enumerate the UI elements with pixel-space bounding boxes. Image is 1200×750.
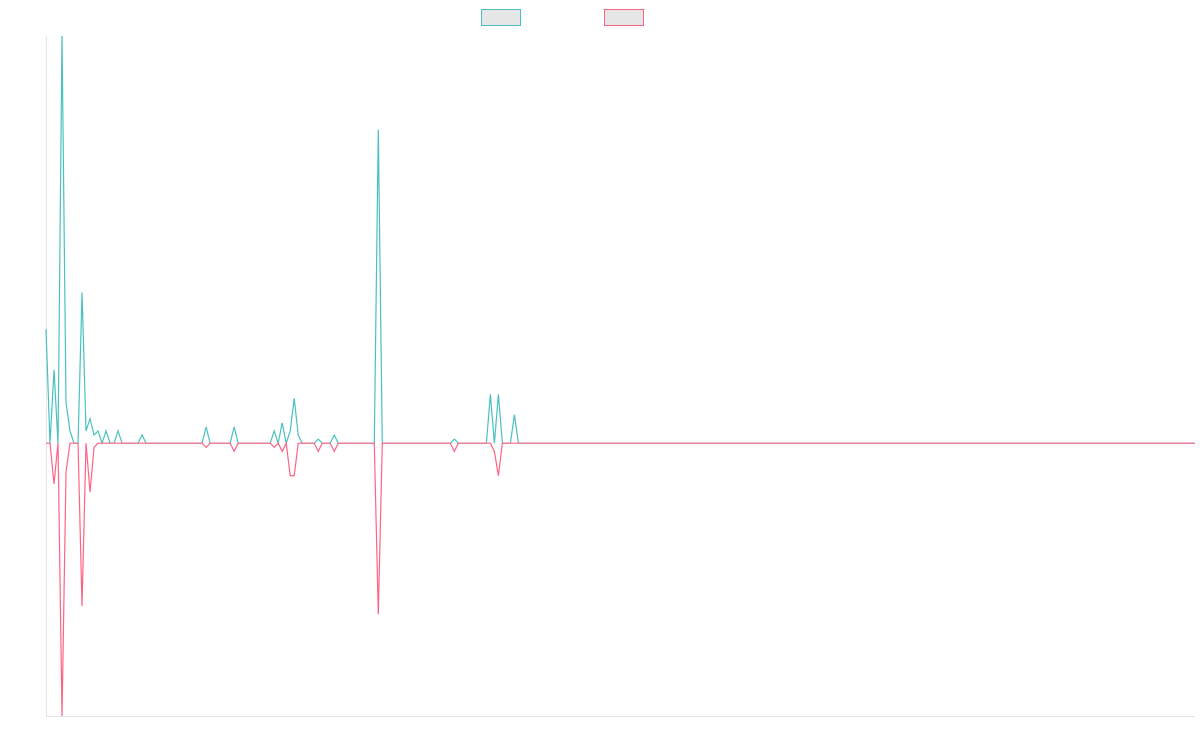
legend-swatch [481, 9, 521, 26]
line-series [46, 441, 1195, 717]
legend-swatch [604, 9, 644, 26]
line-series [45, 35, 1195, 446]
